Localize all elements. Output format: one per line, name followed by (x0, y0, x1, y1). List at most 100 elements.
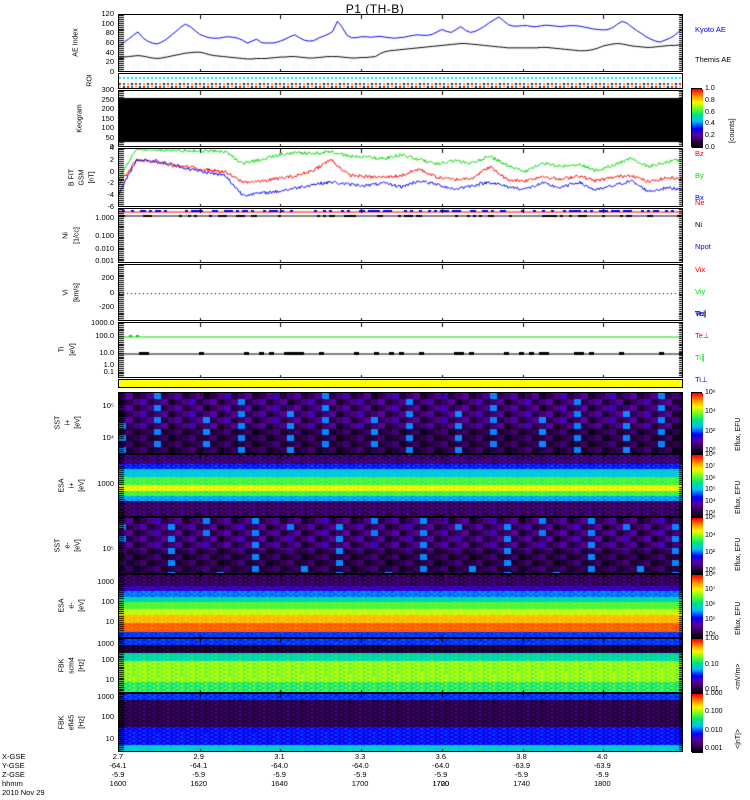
panel-fbk-efi (118, 693, 683, 752)
keogram-ytick: 300 (101, 85, 114, 94)
legend-by: By (695, 171, 704, 180)
panel-keogram (118, 90, 683, 147)
x-tick-value: -64.1 (109, 761, 127, 770)
sst-ion-ylabel: SST (54, 415, 62, 430)
x-tick-value: -64.0 (270, 761, 288, 770)
panel-roi (118, 73, 683, 89)
esa-elec-colorbar-gradient (692, 575, 703, 639)
esa-elec-ytick: 1000 (97, 577, 114, 586)
ae-ytick: 20 (105, 57, 114, 67)
keogram-ytick: 50 (105, 132, 114, 142)
sst-ion-ytick: 10⁴ (102, 433, 114, 442)
fbk-efi-colorbar-title: <|nT|> (735, 729, 742, 749)
panel-esa-ion (118, 454, 683, 517)
panel-tickmarks (119, 518, 682, 573)
b-fit-ytick: 2 (109, 154, 114, 164)
fbk-scm-ytick: 1000 (97, 639, 114, 648)
x-axis-date: 2010 Nov 29 (2, 788, 45, 797)
ti-ytick: 1.0 (103, 360, 114, 369)
ti-ylabel: Ti (58, 346, 66, 353)
x-tick-value: 3.1 (274, 752, 285, 761)
x-row-label-x-gse: X-GSE (2, 752, 26, 761)
esa-ion-colorbar-gradient (692, 455, 703, 518)
b-fit-ylabel: [nT] (88, 170, 96, 184)
ni-ylabel: Ni (62, 231, 70, 239)
x-tick-value: 1720 (432, 779, 450, 788)
x-tick-value: -5.9 (515, 770, 529, 779)
esa-elec-colorbar-title: Eflux, EFU (735, 601, 742, 635)
keogram-cbtick: 0.8 (705, 96, 715, 104)
ti-ylabel: [eV] (69, 343, 77, 356)
fbk-scm-cbtick: 0.10 (705, 660, 719, 668)
esa-ion-cbtick: 10⁴ (705, 498, 716, 506)
esa-ion-cbtick: 10⁶ (705, 474, 716, 482)
esa-elec-cbtick: 10⁶ (705, 601, 716, 608)
vi-ylabel: Vi (62, 288, 70, 296)
fbk-efi-ylabel: efi45 (68, 714, 76, 730)
keogram-colorbar-gradient (692, 89, 703, 148)
ae-ytick: 40 (105, 47, 114, 57)
x-tick-value: -64.0 (432, 761, 450, 770)
fbk-scm-ylabel: [Hz] (78, 658, 86, 672)
x-tick-value: -63.9 (513, 761, 531, 770)
x-tick-value: 1700 (432, 779, 450, 788)
b-fit-ytick: -2 (107, 178, 114, 188)
esa-ion-colorbar-title: Eflux, EFU (735, 480, 742, 514)
fbk-efi-cbtick: 0.100 (705, 708, 723, 716)
esa-elec-cbtick: 10⁴ (705, 631, 716, 638)
panel-ti (118, 322, 683, 378)
sst-ion-colorbar (691, 392, 703, 455)
legend-ni: Ni (695, 220, 703, 229)
status-strip-yellow (118, 379, 683, 388)
x-row-label-y-gse: Y-GSE (2, 761, 25, 770)
sst-ion-cbtick: 10⁰ (705, 447, 716, 454)
x-tick-value: 1700 (351, 779, 369, 788)
x-tick-value: -5.9 (434, 770, 448, 779)
sst-elec-colorbar-gradient (692, 518, 703, 575)
sst-elec-cbtick: 10⁶ (705, 514, 716, 521)
esa-ion-ylabel: [eV] (78, 478, 86, 492)
b-fit-ytick: 4 (109, 143, 114, 152)
x-tick-value: -63.9 (593, 761, 611, 770)
x-tick-value: -64.1 (190, 761, 208, 770)
vi-ytick: 0 (109, 287, 114, 297)
legend-themis-ae: Themis AE (695, 55, 732, 64)
x-tick-value: 1620 (190, 779, 208, 788)
ae-ytick: 60 (105, 38, 114, 47)
ti-ytick: 1000.0 (91, 318, 114, 327)
ti-ytick: 100.0 (95, 331, 114, 340)
fbk-scm-ylabel: FBK (58, 658, 66, 672)
sst-ion-ylabel: [eV] (74, 416, 82, 429)
keogram-colorbar (691, 88, 703, 148)
fbk-scm-colorbar-title: <mV/m> (735, 663, 742, 690)
keogram-ytick: 100 (101, 123, 114, 132)
esa-ion-cbtick: 10³ (705, 510, 716, 517)
panel-tickmarks (119, 639, 682, 692)
page-title: P1 (TH-B) (345, 2, 405, 16)
sst-elec-cbtick: 10² (705, 549, 716, 557)
sst-ion-cbtick: 10² (705, 427, 716, 435)
x-tick-value: -5.9 (192, 770, 206, 779)
esa-elec-cbtick: 10⁷ (705, 586, 716, 593)
fbk-scm-cbtick: 0.01 (705, 686, 719, 693)
panel-sst-elec (118, 517, 683, 574)
legend-vix: Vix (695, 265, 706, 274)
legend-bz: Bz (695, 149, 704, 158)
fbk-scm-ytick: 10 (105, 675, 114, 684)
esa-elec-ytick: 100 (101, 597, 114, 606)
ni-ylabel: [1/cc] (73, 226, 81, 244)
legend-viz: Viz (695, 309, 706, 318)
panel-sst-ion (118, 392, 683, 454)
fbk-efi-colorbar-gradient (692, 694, 703, 753)
panel-esa-elec (118, 574, 683, 638)
ti-ytick: 10.0 (99, 348, 114, 357)
panel-tickmarks (119, 91, 682, 146)
fbk-efi-ylabel: FBK (58, 715, 66, 729)
x-row-label-hhmm: hhmm (2, 779, 23, 788)
keogram-colorbar-title: [counts] (729, 118, 736, 143)
esa-ion-cbtick: 10⁷ (705, 462, 716, 470)
esa-elec-cbtick: 10⁵ (705, 616, 716, 623)
esa-elec-cbtick: 10⁸ (705, 571, 716, 578)
ae-ytick: 0 (109, 67, 114, 76)
panel-fbk-scm (118, 638, 683, 693)
